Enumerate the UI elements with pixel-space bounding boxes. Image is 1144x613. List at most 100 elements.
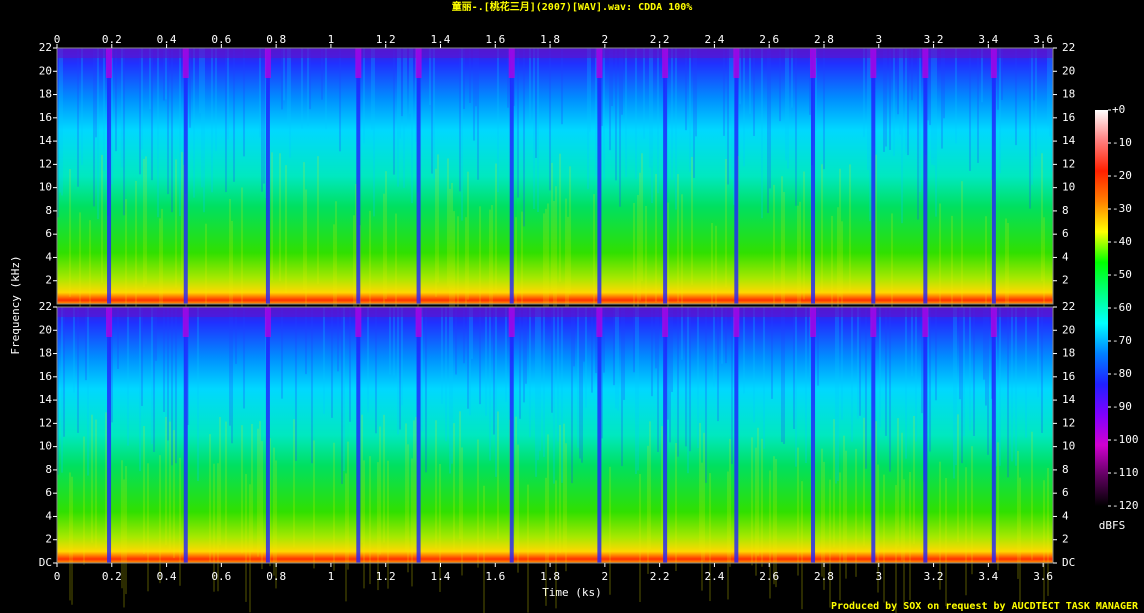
y-tick-label-right: 8 xyxy=(1062,463,1069,476)
footer: Produced by SOX on request by AUCDTECT T… xyxy=(831,601,1139,612)
track-gap-top xyxy=(990,48,997,78)
texture xyxy=(1029,48,1031,209)
texture xyxy=(799,201,801,330)
texture xyxy=(837,307,839,482)
texture xyxy=(867,48,869,170)
texture xyxy=(685,48,687,131)
texture xyxy=(303,162,305,291)
texture xyxy=(447,158,449,287)
texture xyxy=(913,415,915,544)
texture xyxy=(897,48,899,115)
texture xyxy=(781,307,783,443)
texture xyxy=(1033,48,1035,101)
texture xyxy=(479,206,481,335)
texture xyxy=(895,485,897,613)
texture xyxy=(517,48,519,198)
texture xyxy=(203,48,205,213)
texture xyxy=(537,48,539,213)
texture xyxy=(477,48,479,180)
texture xyxy=(179,48,181,217)
texture xyxy=(225,421,227,550)
x-tick-label: 2 xyxy=(602,570,609,583)
texture xyxy=(507,48,509,108)
texture xyxy=(305,189,307,318)
track-gap-top xyxy=(106,48,113,78)
texture xyxy=(535,307,537,477)
texture xyxy=(139,307,141,472)
texture xyxy=(883,474,885,603)
track-gap-top xyxy=(508,307,515,337)
texture xyxy=(833,419,835,548)
texture xyxy=(539,307,541,451)
texture xyxy=(733,48,735,205)
texture xyxy=(245,473,247,602)
texture xyxy=(677,174,679,303)
texture xyxy=(831,215,833,344)
y-tick-label-right: 20 xyxy=(1062,323,1075,336)
texture xyxy=(373,48,375,217)
y-tick-label-right: 8 xyxy=(1062,204,1069,217)
texture xyxy=(61,48,63,196)
texture xyxy=(639,172,641,301)
texture xyxy=(405,423,407,552)
texture xyxy=(697,307,699,448)
x-tick-label-top: 0.4 xyxy=(157,33,177,46)
texture xyxy=(985,216,987,345)
texture xyxy=(497,48,499,193)
texture xyxy=(273,447,275,576)
track-gap xyxy=(597,307,602,563)
texture xyxy=(369,456,371,585)
texture xyxy=(93,48,95,207)
texture xyxy=(843,435,845,564)
texture xyxy=(845,450,847,579)
texture xyxy=(779,48,781,122)
track-gap xyxy=(265,307,270,563)
texture xyxy=(275,460,277,589)
texture xyxy=(889,307,891,472)
texture xyxy=(209,434,211,563)
texture xyxy=(585,307,587,408)
texture xyxy=(155,307,157,361)
texture xyxy=(219,416,221,545)
texture xyxy=(123,48,125,216)
track-gap xyxy=(991,48,996,304)
texture xyxy=(751,437,753,566)
texture xyxy=(285,165,287,294)
x-tick-label: 1 xyxy=(328,570,335,583)
texture xyxy=(153,307,155,452)
texture xyxy=(111,48,113,185)
texture xyxy=(261,441,263,570)
texture xyxy=(383,193,385,322)
texture xyxy=(323,307,325,414)
texture xyxy=(717,307,719,422)
texture xyxy=(621,48,623,115)
y-tick-label: 8 xyxy=(45,204,52,217)
texture xyxy=(857,307,859,419)
texture xyxy=(91,414,93,543)
texture xyxy=(595,307,597,374)
texture xyxy=(681,194,683,323)
track-gap-top xyxy=(415,48,422,78)
texture xyxy=(307,48,309,127)
texture xyxy=(151,307,153,445)
texture xyxy=(875,421,877,550)
y-tick-label-right: DC xyxy=(1062,556,1075,569)
texture xyxy=(471,307,473,359)
track-gap-top xyxy=(264,48,271,78)
texture xyxy=(583,307,585,362)
texture xyxy=(467,171,469,300)
texture xyxy=(633,307,635,373)
texture xyxy=(413,420,415,549)
texture xyxy=(791,48,793,108)
texture xyxy=(523,48,525,227)
texture xyxy=(505,307,507,402)
texture xyxy=(879,307,881,428)
texture xyxy=(1007,307,1009,478)
texture xyxy=(229,198,231,327)
track-gap-top xyxy=(106,307,113,337)
texture xyxy=(921,307,923,414)
texture xyxy=(823,461,825,590)
texture xyxy=(781,176,783,305)
texture xyxy=(973,307,975,436)
track-gap xyxy=(597,48,602,304)
